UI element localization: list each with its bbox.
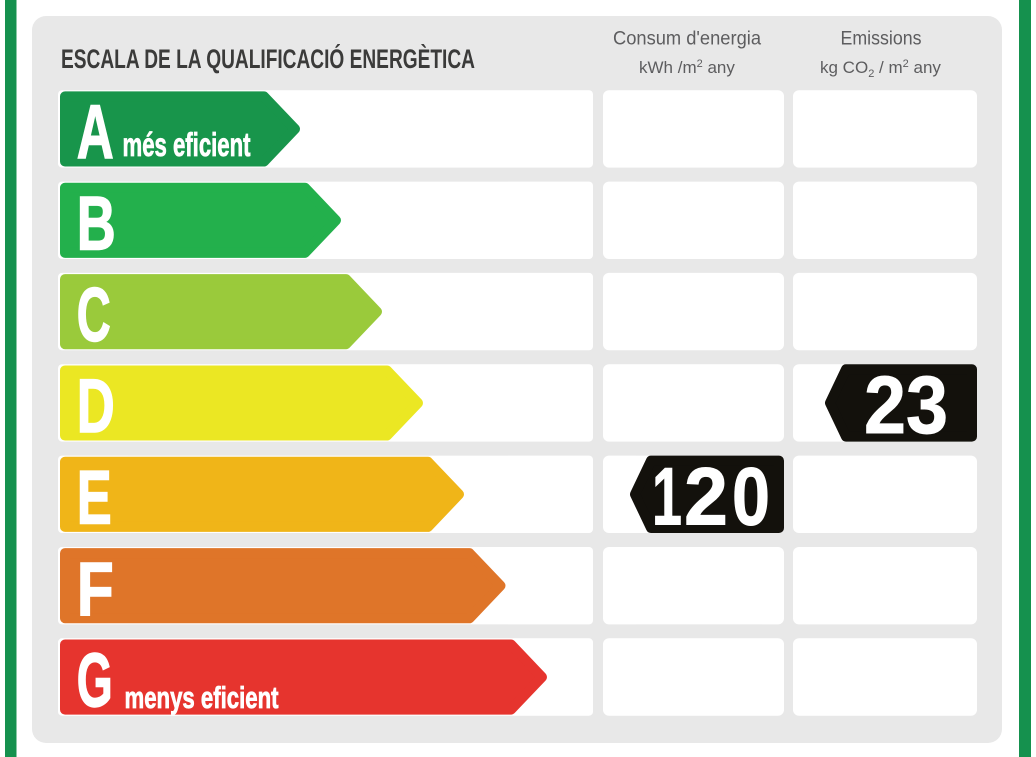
svg-text:Consum d'energia: Consum d'energia: [613, 29, 761, 50]
svg-text:B: B: [77, 182, 116, 267]
svg-text:1: 1: [652, 452, 682, 543]
svg-text:D: D: [77, 364, 115, 449]
svg-text:G: G: [77, 638, 113, 723]
svg-text:F: F: [77, 547, 114, 632]
svg-text:més eficient: més eficient: [123, 127, 251, 164]
svg-text:kWh /m2 any: kWh /m2 any: [639, 58, 735, 77]
svg-text:23: 23: [864, 360, 948, 451]
svg-text:2: 2: [684, 452, 728, 543]
svg-text:kg CO2 / m2 any: kg CO2 / m2 any: [820, 58, 941, 80]
svg-text:E: E: [77, 456, 112, 541]
svg-text:ESCALA DE LA QUALIFICACIÓ ENER: ESCALA DE LA QUALIFICACIÓ ENERGÈTICA: [61, 43, 475, 74]
svg-text:Emissions: Emissions: [841, 29, 922, 50]
svg-text:C: C: [77, 273, 111, 358]
svg-text:0: 0: [732, 452, 770, 543]
svg-text:A: A: [77, 90, 114, 175]
svg-text:menys eficient: menys eficient: [125, 680, 279, 715]
